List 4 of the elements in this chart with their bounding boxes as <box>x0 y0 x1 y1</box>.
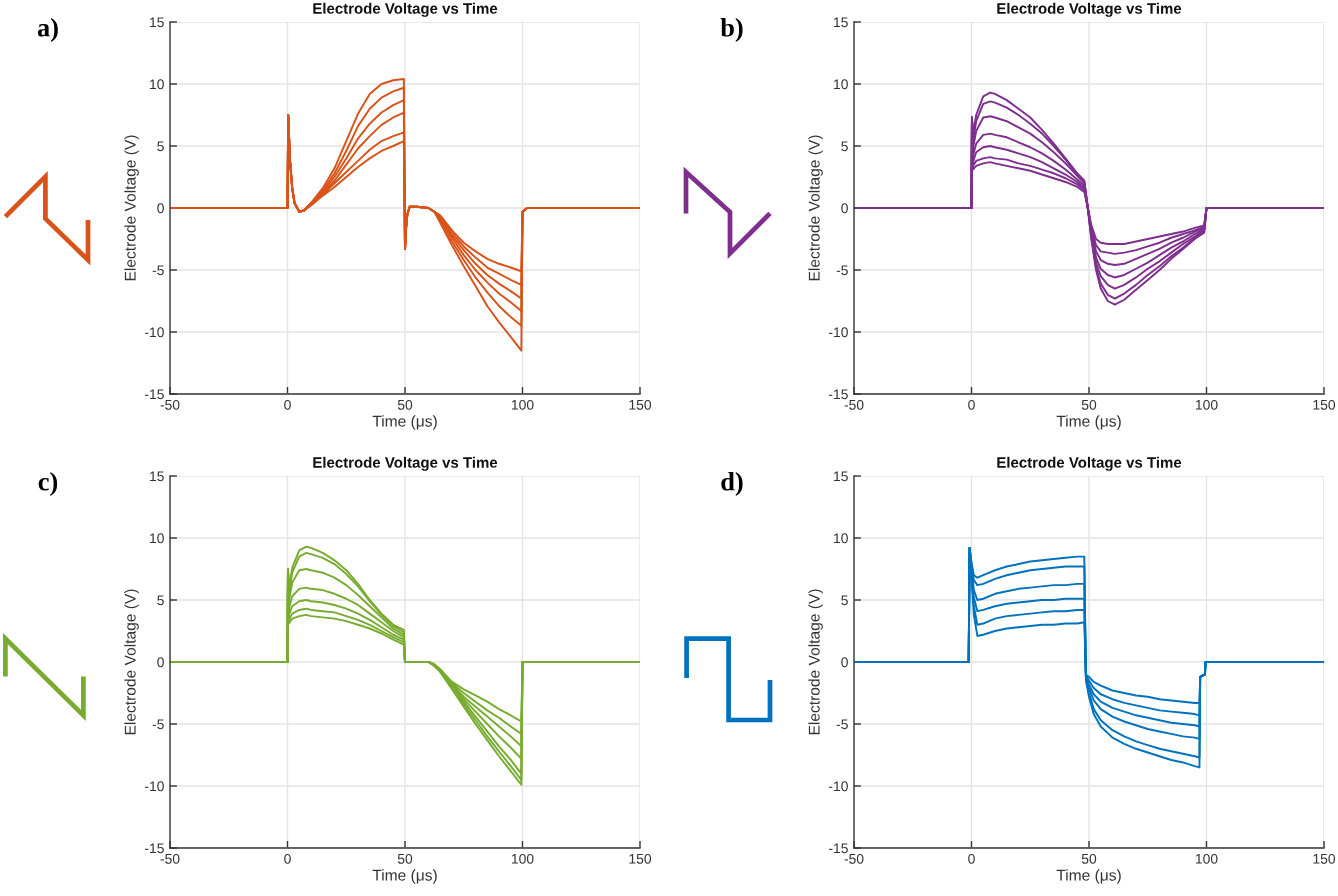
text: c) <box>38 472 58 496</box>
text: b) <box>720 18 743 42</box>
text: d) <box>721 472 743 496</box>
text: a) <box>37 18 58 42</box>
